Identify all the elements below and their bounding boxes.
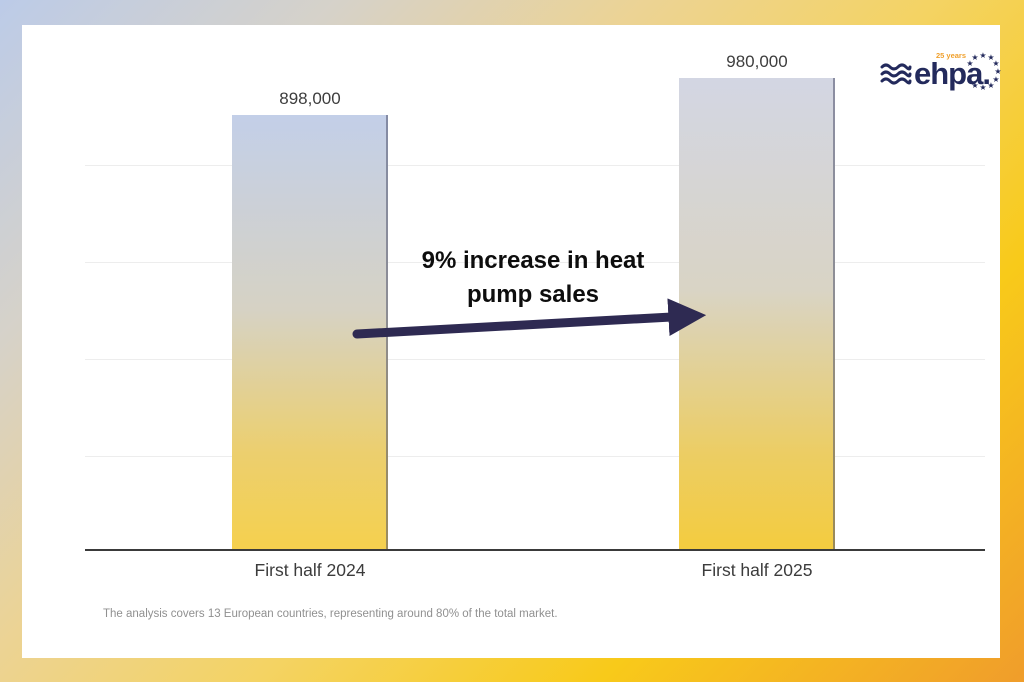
- gridline: [85, 165, 985, 166]
- chart-card: 898,000 980,000 First half 2024 First ha…: [22, 25, 1002, 658]
- svg-text:★: ★: [979, 83, 986, 92]
- svg-text:★: ★: [992, 75, 999, 84]
- bar-first-half-2024: [232, 115, 388, 549]
- svg-text:★: ★: [992, 59, 999, 68]
- x-axis-label-2024: First half 2024: [254, 560, 366, 580]
- svg-text:★: ★: [987, 53, 994, 62]
- value-label-2025: 980,000: [726, 52, 788, 71]
- gridline: [85, 262, 985, 263]
- gridline: [85, 456, 985, 457]
- logo-wordmark: ehpa.: [914, 55, 991, 91]
- logo-anniversary: 25 years: [935, 51, 966, 60]
- eu-stars-icon: ★ ★ ★ ★ ★ ★ ★ ★ ★ ★: [966, 51, 1001, 92]
- gridline: [85, 359, 985, 360]
- bar-first-half-2025: [679, 78, 835, 549]
- waves-icon: [880, 63, 912, 85]
- annotation-text: 9% increase in heat pump sales: [421, 247, 645, 308]
- svg-text:★: ★: [994, 67, 1001, 76]
- x-axis-line: [85, 549, 985, 551]
- svg-text:★: ★: [971, 81, 978, 90]
- svg-text:★: ★: [987, 81, 994, 90]
- svg-text:★: ★: [979, 51, 986, 60]
- svg-text:★: ★: [971, 53, 978, 62]
- ehpa-logo: ehpa. 25 years ★ ★ ★ ★ ★ ★ ★ ★ ★ ★: [880, 49, 1002, 97]
- x-axis-label-2025: First half 2025: [701, 560, 813, 580]
- value-label-2024: 898,000: [279, 89, 341, 108]
- footnote-text: The analysis covers 13 European countrie…: [103, 608, 558, 620]
- svg-text:★: ★: [966, 59, 973, 68]
